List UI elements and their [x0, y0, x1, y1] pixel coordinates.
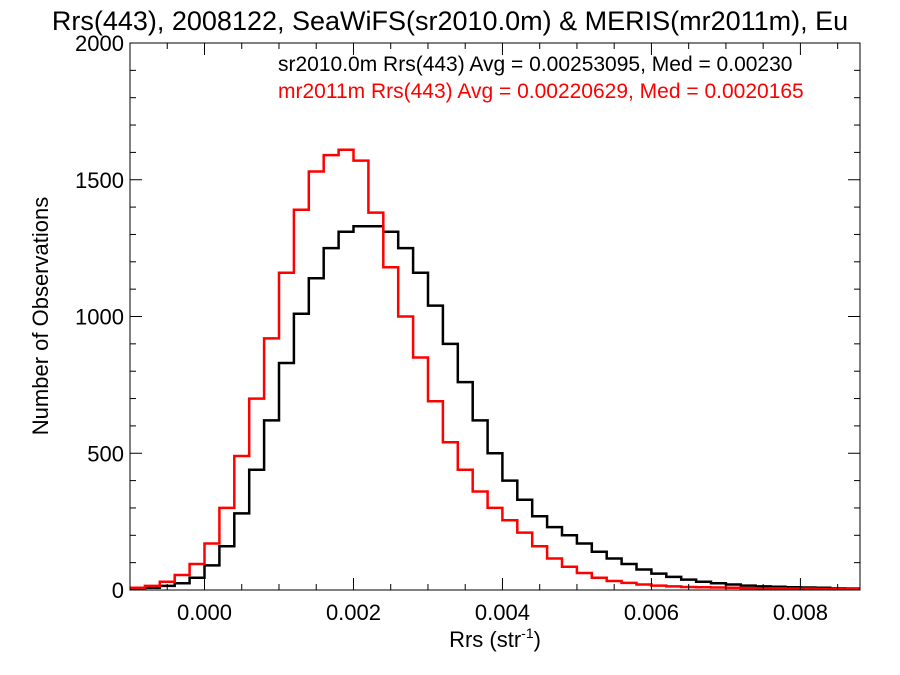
- x-axis-label-main: Rrs (str: [449, 627, 521, 652]
- histogram-line-mr2011: [130, 148, 860, 591]
- y-tick-label: 1500: [75, 168, 124, 193]
- y-tick-label: 500: [87, 441, 124, 466]
- y-tick-label: 2000: [75, 31, 124, 56]
- y-tick-label: 1000: [75, 305, 124, 330]
- x-axis-label: Rrs (str-1): [449, 625, 541, 652]
- chart-title: Rrs(443), 2008122, SeaWiFS(sr2010.0m) & …: [52, 6, 848, 36]
- y-axis-label: Number of Observations: [28, 197, 53, 435]
- x-tick-label: 0.004: [475, 600, 530, 625]
- stats-line-mr2011: mr2011m Rrs(443) Avg = 0.00220629, Med =…: [278, 80, 804, 103]
- x-tick-label: 0.006: [624, 600, 679, 625]
- histogram-line-sr2010: [130, 224, 860, 590]
- y-tick-label: 0: [112, 578, 124, 603]
- stats-line-sr2010: sr2010.0m Rrs(443) Avg = 0.00253095, Med…: [278, 53, 792, 76]
- ticks-group: 0.000 0.002 0.004 0.006 0.008 0 500 1000 1500 200…: [75, 31, 860, 625]
- x-axis-label-close: ): [534, 627, 541, 652]
- x-tick-label: 0.008: [773, 600, 828, 625]
- series-group: [130, 148, 860, 591]
- x-tick-label: 0.000: [177, 600, 232, 625]
- x-tick-label: 0.002: [326, 600, 381, 625]
- x-axis-label-superscript: -1: [521, 625, 534, 641]
